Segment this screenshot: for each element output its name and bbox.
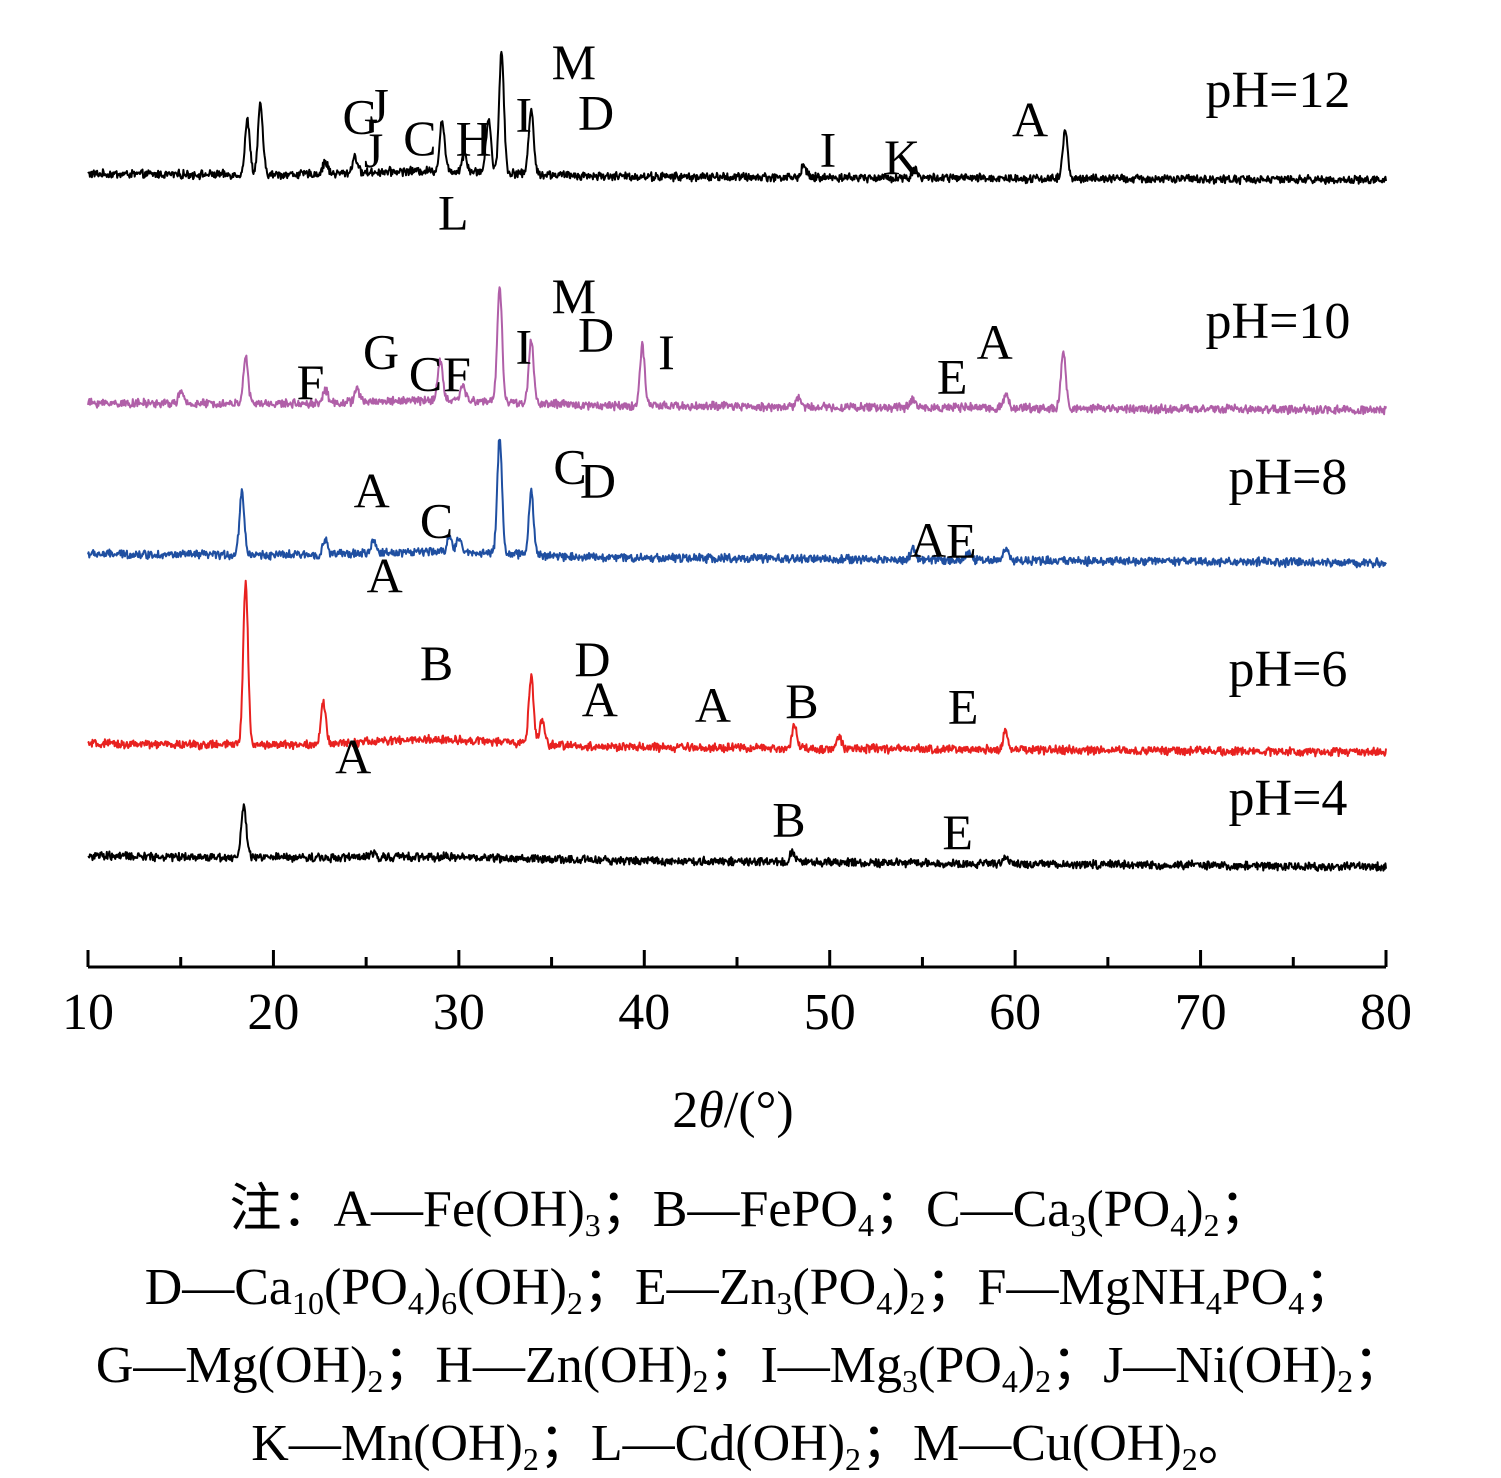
- peak-label: E: [942, 804, 973, 860]
- x-tick-label: 10: [62, 984, 114, 1041]
- x-tick-label: 40: [618, 984, 670, 1041]
- x-axis-label: 2θ/(°): [672, 1082, 793, 1139]
- xrd-trace: [87, 286, 1387, 416]
- peak-label: J: [364, 122, 383, 178]
- peak-label: D: [578, 85, 614, 141]
- peak-label: I: [658, 324, 675, 380]
- xrd-trace: [87, 438, 1387, 569]
- x-axis: 10 20 30 40 50 60 70 80: [62, 950, 1412, 1041]
- peak-label: E: [937, 349, 968, 405]
- peak-label: G: [363, 324, 399, 380]
- peak-label: C: [420, 493, 453, 549]
- xrd-traces: [87, 50, 1387, 872]
- series-label: pH=6: [1229, 641, 1348, 698]
- peak-label: M: [552, 268, 596, 324]
- peak-label: A: [695, 677, 731, 733]
- x-tick-label: 60: [989, 984, 1041, 1041]
- x-tick-label: 50: [804, 984, 856, 1041]
- x-tick-label: 20: [247, 984, 299, 1041]
- peak-label: M: [552, 34, 596, 90]
- peak-label: A: [367, 548, 403, 604]
- peak-label: H: [456, 110, 492, 166]
- peak-label: J: [369, 78, 388, 134]
- peak-label: E: [946, 512, 977, 568]
- peak-label: K: [884, 129, 920, 185]
- peak-label: B: [785, 673, 818, 729]
- peak-label: B: [772, 791, 805, 847]
- note-line: K—Mn(OH)2；L—Cd(OH)2；M—Cu(OH)2。: [251, 1415, 1250, 1477]
- xrd-trace: [87, 579, 1387, 758]
- series-label: pH=12: [1206, 62, 1351, 119]
- peak-label: A: [354, 462, 390, 518]
- peak-label: D: [578, 306, 614, 362]
- peak-label: I: [515, 319, 532, 375]
- peak-label: I: [515, 87, 532, 143]
- peak-label: A: [977, 314, 1013, 370]
- peak-label: C: [403, 110, 436, 166]
- peak-label: D: [574, 631, 610, 687]
- x-tick-label: 30: [433, 984, 485, 1041]
- note-line: D—Ca10(PO4)6(OH)2；E—Zn3(PO4)2；F—MgNH4PO4…: [144, 1259, 1357, 1321]
- note-line: 注：A—Fe(OH)3；B—FePO4；C—Ca3(PO4)2；: [229, 1181, 1272, 1243]
- peak-label: C: [553, 438, 586, 494]
- peak-label: B: [420, 635, 453, 691]
- peak-label: I: [820, 122, 837, 178]
- peak-label: A: [910, 512, 946, 568]
- series-label: pH=8: [1229, 449, 1348, 506]
- peak-label: G: [343, 88, 379, 144]
- x-tick-label: 70: [1175, 984, 1227, 1041]
- series-labels: pH=12 pH=10 pH=8 pH=6 pH=4: [1206, 62, 1351, 827]
- x-tick-label: 80: [1360, 984, 1412, 1041]
- peak-label: A: [335, 728, 371, 784]
- xrd-trace: [87, 50, 1387, 186]
- note-line: G—Mg(OH)2；H—Zn(OH)2；I—Mg3(PO4)2；J—Ni(OH)…: [95, 1337, 1406, 1399]
- peak-label: A: [582, 672, 618, 728]
- peak-label: C: [409, 346, 442, 402]
- peak-label: D: [580, 452, 616, 508]
- series-label: pH=10: [1206, 293, 1351, 350]
- peak-label: E: [948, 679, 979, 735]
- peak-label: L: [438, 185, 469, 241]
- peak-label: A: [1012, 91, 1048, 147]
- peak-label: F: [297, 354, 325, 410]
- xrd-trace: [87, 803, 1387, 872]
- series-label: pH=4: [1229, 770, 1348, 827]
- peak-label: F: [443, 346, 471, 402]
